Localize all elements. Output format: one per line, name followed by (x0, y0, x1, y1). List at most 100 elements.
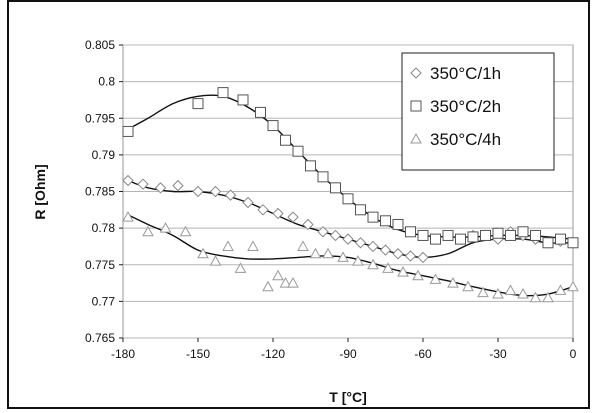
data-point (329, 229, 342, 242)
data-point (272, 269, 284, 281)
data-point (367, 211, 379, 223)
data-point (462, 280, 474, 292)
data-points (122, 87, 579, 303)
data-point (287, 277, 299, 288)
data-point (279, 277, 292, 288)
legend-marker-diamond (410, 67, 422, 79)
data-point (455, 233, 466, 245)
data-point (380, 215, 391, 227)
data-point (447, 277, 459, 288)
data-point (354, 237, 367, 249)
x-axis-label: T [°C] (329, 389, 366, 405)
y-tick-label: 0.785 (85, 185, 115, 199)
data-point (159, 222, 172, 233)
legend: 350°C/1h 350°C/2h 350°C/4h (401, 52, 555, 171)
data-point (317, 171, 329, 183)
data-point (355, 204, 366, 216)
legend-label: 350°C/1h (430, 64, 501, 83)
data-point (137, 178, 149, 190)
data-point (367, 258, 379, 270)
data-point (337, 251, 349, 262)
x-tick-label: -90 (339, 347, 357, 361)
data-point (554, 284, 567, 295)
data-point (342, 193, 354, 205)
x-tick-label: -150 (186, 347, 210, 361)
data-point (530, 229, 541, 241)
data-point (367, 240, 379, 253)
data-point (172, 179, 184, 192)
data-point (517, 226, 529, 238)
data-point (352, 255, 364, 266)
x-tick-label: -30 (489, 347, 507, 361)
data-point (430, 233, 441, 245)
data-point (179, 225, 192, 237)
data-point (505, 229, 516, 241)
data-point (247, 240, 259, 251)
data-point (529, 291, 542, 303)
legend-marker-triangle (410, 132, 422, 144)
y-tick-label: 0.775 (85, 258, 115, 272)
data-point (257, 204, 269, 216)
x-tick-label: -180 (111, 347, 135, 361)
data-point (397, 266, 409, 277)
data-point (405, 226, 416, 238)
data-point (209, 255, 222, 266)
data-point (287, 211, 299, 223)
legend-marker-square (410, 100, 422, 112)
data-point (429, 273, 442, 284)
data-point (267, 120, 279, 132)
data-point (477, 286, 489, 298)
legend-label: 350°C/4h (430, 130, 501, 149)
legend-box (401, 52, 555, 171)
data-point (142, 225, 154, 237)
data-point (305, 160, 316, 172)
legend-label: 350°C/2h (430, 97, 501, 116)
data-point (209, 185, 222, 198)
data-point (122, 125, 134, 137)
y-tick-label: 0.79 (92, 148, 116, 162)
data-point (412, 269, 424, 281)
data-point (330, 182, 341, 194)
x-tick-label: -60 (414, 347, 432, 361)
data-point (297, 240, 309, 251)
data-point (322, 247, 334, 259)
y-tick-label: 0.795 (85, 111, 115, 125)
data-point (404, 250, 417, 262)
data-point (122, 174, 134, 187)
data-point (280, 134, 291, 146)
data-point (382, 262, 394, 273)
data-point (262, 280, 274, 292)
data-point (237, 94, 249, 106)
data-point (317, 226, 329, 238)
y-axis-ticks: 0.765 0.77 0.775 0.78 0.785 0.79 0.795 0.8 0.805 (85, 38, 123, 345)
data-point (567, 280, 579, 292)
data-point (417, 251, 429, 264)
y-tick-label: 0.78 (92, 221, 116, 235)
y-tick-label: 0.805 (85, 38, 115, 52)
x-tick-label: 0 (570, 347, 577, 361)
data-point (342, 233, 354, 245)
data-point (292, 145, 304, 157)
data-point (379, 244, 392, 256)
data-point (480, 229, 491, 241)
x-tick-label: -120 (261, 347, 285, 361)
data-point (442, 229, 454, 241)
data-point (517, 288, 529, 299)
data-point (467, 231, 479, 243)
data-point (555, 233, 566, 245)
y-tick-label: 0.8 (98, 75, 115, 89)
data-point (192, 185, 204, 198)
y-axis-label: R [Ohm] (32, 164, 48, 219)
data-point (542, 291, 554, 303)
data-point (122, 211, 134, 222)
data-point (417, 229, 429, 241)
data-point (217, 87, 229, 99)
x-axis-ticks: -180 -150 -120 -90 -60 -30 0 (111, 338, 577, 361)
data-point (255, 106, 266, 118)
data-point (309, 247, 322, 259)
data-point (567, 237, 579, 249)
data-point (222, 240, 234, 251)
data-point (492, 227, 504, 239)
data-point (224, 189, 237, 201)
